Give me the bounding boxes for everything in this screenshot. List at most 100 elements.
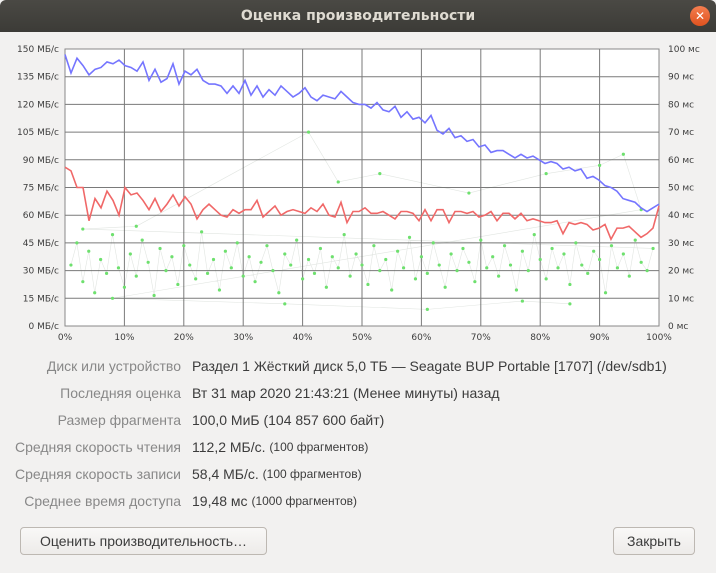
access-time-point	[431, 241, 435, 245]
access-time-point	[289, 263, 293, 267]
access-time-point	[502, 244, 507, 248]
access-time-point	[651, 246, 655, 251]
info-row-read: Средняя скорость чтения 112,2 МБ/с. (100 …	[0, 433, 716, 460]
access-time-point	[633, 238, 637, 242]
access-time-point	[283, 302, 287, 306]
access-time-point	[318, 246, 323, 251]
access-time-point	[491, 255, 495, 259]
right-tick-label: 30 мс	[668, 239, 694, 249]
access-time-point	[152, 293, 156, 298]
left-tick-label: 105 МБ/с	[17, 128, 59, 138]
access-time-point	[104, 271, 109, 275]
x-tick-label: 80%	[530, 333, 550, 343]
access-time-point	[639, 260, 643, 264]
access-time-point	[99, 257, 103, 262]
access-time-point	[87, 249, 91, 253]
access-time-point	[188, 263, 192, 267]
access-time-point	[609, 244, 614, 248]
access-time-point	[473, 280, 477, 284]
access-time-point	[265, 244, 269, 248]
access-time-point	[645, 269, 649, 273]
title-bar: Оценка производительности	[0, 0, 716, 32]
access-time-point	[437, 263, 441, 267]
access-time-point	[449, 252, 453, 256]
right-tick-label: 40 мс	[668, 211, 694, 221]
left-tick-label: 75 МБ/с	[23, 184, 59, 194]
access-time-point	[110, 232, 115, 237]
access-time-point	[140, 238, 144, 242]
access-time-point	[128, 252, 132, 256]
access-time-point	[520, 299, 524, 303]
access-time-point	[170, 255, 174, 259]
x-tick-label: 0%	[58, 333, 73, 343]
access-time-point	[223, 249, 227, 253]
access-time-point	[550, 246, 554, 251]
right-tick-label: 60 мс	[668, 156, 694, 166]
access-time-point	[378, 269, 382, 273]
access-time-point	[277, 291, 281, 295]
info-value: 19,48 мс	[192, 492, 248, 509]
access-time-point	[586, 271, 590, 275]
access-time-point	[116, 266, 121, 270]
access-time-point	[568, 302, 572, 306]
close-icon[interactable]: ✕	[690, 6, 710, 26]
info-label: Размер фрагмента	[57, 411, 181, 428]
access-time-point	[253, 280, 257, 284]
access-time-point	[390, 288, 394, 292]
x-tick-label: 90%	[590, 333, 610, 343]
close-button[interactable]: Закрыть	[613, 527, 695, 555]
access-time-point	[324, 285, 328, 289]
info-note: (100 фрагментов)	[269, 439, 369, 454]
left-tick-label: 30 МБ/с	[23, 267, 59, 277]
info-row-write: Средняя скорость записи 58,4 МБ/с. (100 ф…	[0, 460, 716, 487]
access-time-point	[360, 263, 364, 267]
access-time-point	[556, 266, 560, 270]
right-tick-label: 100 мс	[668, 45, 700, 55]
x-tick-label: 70%	[471, 333, 491, 343]
right-tick-label: 0 мс	[668, 322, 688, 332]
start-benchmark-button[interactable]: Оценить производительность…	[20, 527, 267, 555]
right-tick-label: 50 мс	[668, 184, 694, 194]
access-time-point	[146, 260, 150, 264]
access-time-point	[283, 252, 287, 256]
access-time-point	[122, 285, 126, 289]
x-tick-label: 60%	[411, 333, 431, 343]
access-time-point	[342, 232, 346, 237]
access-time-point	[241, 274, 245, 278]
access-time-point	[384, 257, 388, 262]
access-time-point	[158, 246, 162, 251]
info-label: Среднее время доступа	[24, 492, 181, 509]
access-time-point	[211, 257, 216, 262]
access-time-point	[396, 249, 400, 253]
left-tick-label: 0 МБ/с	[28, 322, 59, 332]
read-speed-line	[64, 54, 660, 213]
access-time-point	[229, 266, 233, 270]
access-time-trace	[70, 131, 654, 310]
access-time-point	[526, 269, 530, 273]
access-time-point	[295, 238, 299, 242]
right-tick-label: 70 мс	[668, 128, 694, 138]
access-time-point	[544, 277, 548, 281]
access-time-point	[194, 277, 198, 281]
right-tick-label: 90 мс	[668, 73, 694, 83]
right-tick-label: 80 мс	[668, 100, 694, 110]
info-label: Средняя скорость записи	[15, 465, 181, 482]
access-time-point	[485, 266, 489, 270]
access-time-point	[69, 263, 73, 267]
left-tick-label: 15 МБ/с	[23, 294, 59, 304]
access-time-point	[110, 296, 115, 300]
access-time-point	[247, 255, 251, 259]
access-time-point	[443, 285, 447, 289]
access-time-point	[562, 252, 566, 256]
access-time-point	[544, 172, 548, 176]
access-time-point	[354, 252, 358, 256]
access-time-point	[425, 307, 429, 311]
access-time-point	[615, 266, 620, 270]
info-row-access: Среднее время доступа 19,48 мс (1000 фраг…	[0, 487, 716, 514]
info-label: Последняя оценка	[60, 384, 181, 401]
access-time-point	[621, 152, 625, 156]
access-time-point	[306, 130, 311, 134]
access-time-point	[621, 252, 625, 256]
access-time-point	[461, 246, 465, 251]
info-row-size: Размер фрагмента 100,0 МиБ (104 857 600 б…	[0, 406, 716, 433]
